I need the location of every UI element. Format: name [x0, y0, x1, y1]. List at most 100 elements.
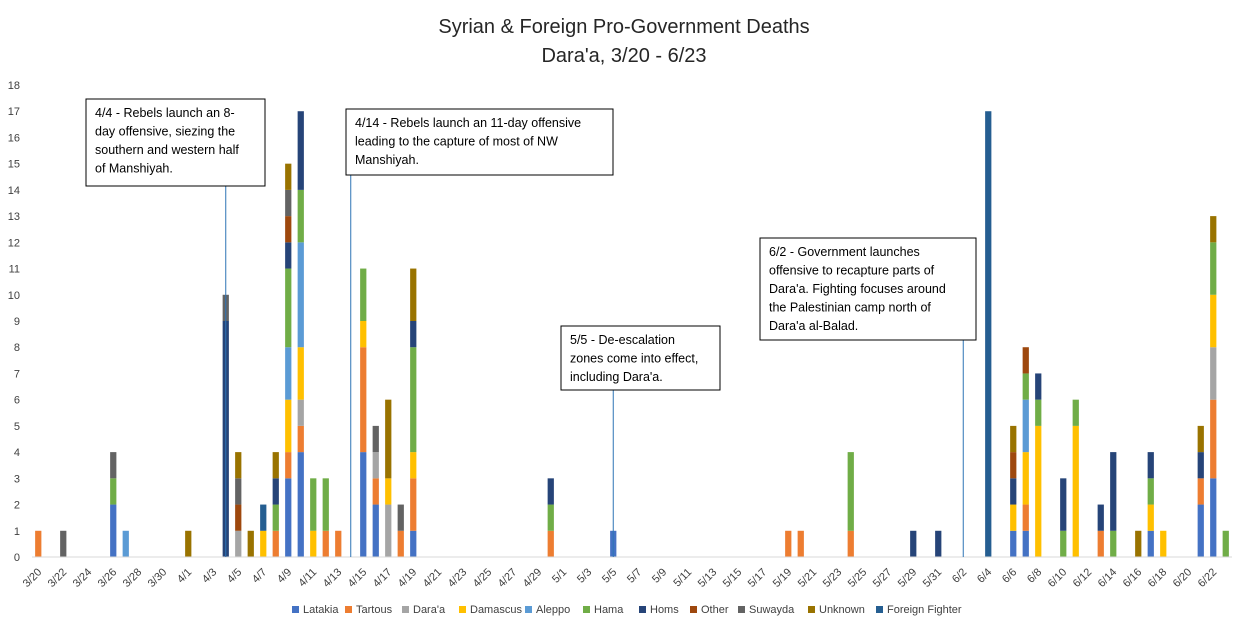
bar-segment [1010, 530, 1017, 557]
chart-title: Syrian & Foreign Pro-Government Deaths [438, 16, 809, 38]
bar-segment [1210, 294, 1217, 348]
bar-segment [1035, 425, 1042, 557]
bar-segment [985, 111, 992, 557]
series-dara-a [235, 347, 1217, 557]
bar-segment [235, 530, 242, 557]
bar-segment [1072, 425, 1079, 557]
bar-segment [260, 504, 267, 531]
bar-segment [247, 530, 254, 557]
legend-swatch [583, 606, 590, 613]
bar-segment [1072, 399, 1079, 426]
y-tick-label: 4 [14, 447, 20, 459]
bar-segment [410, 347, 417, 453]
chart-legend: Latakia Tartous Dara'a Damascus Aleppo Hama Ho… [292, 604, 962, 616]
annotation-text: zones come into effect, [570, 352, 698, 366]
bar-segment [297, 189, 304, 243]
legend-swatch [690, 606, 697, 613]
y-tick-label: 10 [8, 290, 20, 302]
bar-segment [1010, 504, 1017, 531]
y-tick-label: 1 [14, 526, 20, 538]
bar-segment [297, 242, 304, 348]
series-tartous [35, 347, 1217, 557]
bar-segment [847, 452, 854, 531]
bar-segment [1010, 478, 1017, 505]
bar-segment [372, 504, 379, 557]
series-latakia [110, 452, 1217, 557]
bar-segment [1022, 504, 1029, 531]
bar-segment [35, 530, 42, 557]
bar-segment [285, 189, 292, 217]
legend-item: Hama [583, 604, 624, 616]
bar-segment [410, 452, 417, 479]
series-aleppo [122, 242, 1029, 557]
legend-label: Latakia [303, 604, 339, 616]
bar-segment [935, 530, 942, 557]
bar-segment [1060, 478, 1067, 531]
annotation-text: 4/4 - Rebels launch an 8- [95, 106, 235, 120]
bar-segment [547, 504, 554, 531]
bar-segment [185, 530, 192, 557]
annotation-text: southern and western half [95, 143, 239, 157]
annotation-callout: 6/2 - Government launches offensive to re… [759, 237, 977, 557]
bar-segment [260, 530, 267, 557]
annotation-box [759, 237, 977, 341]
bar-segment [1022, 530, 1029, 557]
legend-item: Damascus [459, 604, 522, 616]
bar-segment [1035, 399, 1042, 426]
bar-segment [385, 504, 392, 557]
bar-segment [547, 530, 554, 557]
y-tick-label: 5 [14, 421, 20, 433]
bar-segment [297, 347, 304, 400]
bar-segment [1210, 216, 1217, 243]
legend-swatch [525, 606, 532, 613]
series-hama [110, 189, 1229, 557]
bar-segment [285, 478, 292, 557]
bar-segment [360, 452, 367, 557]
annotation-text: Dara'a al-Balad. [769, 319, 858, 333]
bar-segment [322, 530, 329, 557]
y-tick-label: 8 [14, 342, 20, 354]
y-tick-label: 14 [8, 185, 20, 197]
bar-segment [1097, 530, 1104, 557]
y-tick-label: 0 [14, 552, 20, 564]
bar-segment [1097, 504, 1104, 531]
y-tick-label: 13 [8, 211, 20, 223]
bar-segment [297, 425, 304, 453]
bar-segment [110, 452, 117, 479]
legend-swatch [808, 606, 815, 613]
bar-segment [1210, 242, 1217, 295]
bar-segment [122, 530, 129, 557]
bar-segment [410, 530, 417, 557]
bar-segment [1035, 373, 1042, 400]
annotation-text: 6/2 - Government launches [769, 245, 920, 259]
bar-segment [785, 530, 792, 557]
legend-item: Latakia [292, 604, 339, 616]
bar-series-group [35, 111, 1229, 557]
legend-label: Suwayda [749, 604, 795, 616]
bar-segment [285, 399, 292, 453]
legend-item: Tartous [345, 604, 393, 616]
bar-segment [297, 452, 304, 557]
y-tick-label: 2 [14, 500, 20, 512]
legend-swatch [345, 606, 352, 613]
annotation-text: of Manshiyah. [95, 162, 173, 176]
bar-segment [1022, 399, 1029, 453]
y-tick-label: 11 [9, 264, 20, 276]
legend-swatch [292, 606, 299, 613]
bar-segment [272, 530, 279, 557]
legend-swatch [639, 606, 646, 613]
bar-segment [1147, 452, 1154, 479]
bar-segment [1022, 373, 1029, 400]
legend-item: Suwayda [738, 604, 795, 616]
bar-segment [372, 425, 379, 453]
legend-item: Aleppo [525, 604, 570, 616]
annotation-text: offensive to recapture parts of [769, 264, 935, 278]
y-tick-label: 9 [14, 316, 20, 328]
y-tick-label: 15 [8, 159, 20, 171]
bar-segment [1060, 530, 1067, 557]
legend-swatch [402, 606, 409, 613]
y-tick-label: 16 [8, 132, 20, 144]
series-unknown [185, 163, 1217, 557]
